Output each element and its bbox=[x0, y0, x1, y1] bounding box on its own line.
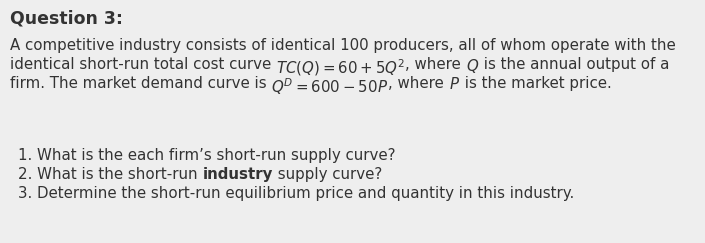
Text: $P$: $P$ bbox=[449, 76, 460, 92]
Text: 1. What is the each firm’s short-run supply curve?: 1. What is the each firm’s short-run sup… bbox=[18, 148, 396, 163]
Text: Question 3:: Question 3: bbox=[10, 10, 123, 28]
Text: A competitive industry consists of identical 100 producers, all of whom operate : A competitive industry consists of ident… bbox=[10, 38, 676, 53]
Text: , where: , where bbox=[388, 76, 449, 91]
Text: $Q$: $Q$ bbox=[465, 57, 479, 75]
Text: identical short-run total cost curve: identical short-run total cost curve bbox=[10, 57, 276, 72]
Text: $Q^D = 600 - 50P$: $Q^D = 600 - 50P$ bbox=[271, 76, 388, 97]
Text: 2. What is the short-run: 2. What is the short-run bbox=[18, 167, 202, 182]
Text: 3. Determine the short-run equilibrium price and quantity in this industry.: 3. Determine the short-run equilibrium p… bbox=[18, 186, 575, 201]
Text: is the market price.: is the market price. bbox=[460, 76, 612, 91]
Text: industry: industry bbox=[202, 167, 273, 182]
Text: $TC(Q) = 60 + 5Q^2$: $TC(Q) = 60 + 5Q^2$ bbox=[276, 57, 405, 78]
Text: , where: , where bbox=[405, 57, 465, 72]
Text: firm. The market demand curve is: firm. The market demand curve is bbox=[10, 76, 271, 91]
Text: supply curve?: supply curve? bbox=[273, 167, 382, 182]
Text: is the annual output of a: is the annual output of a bbox=[479, 57, 669, 72]
